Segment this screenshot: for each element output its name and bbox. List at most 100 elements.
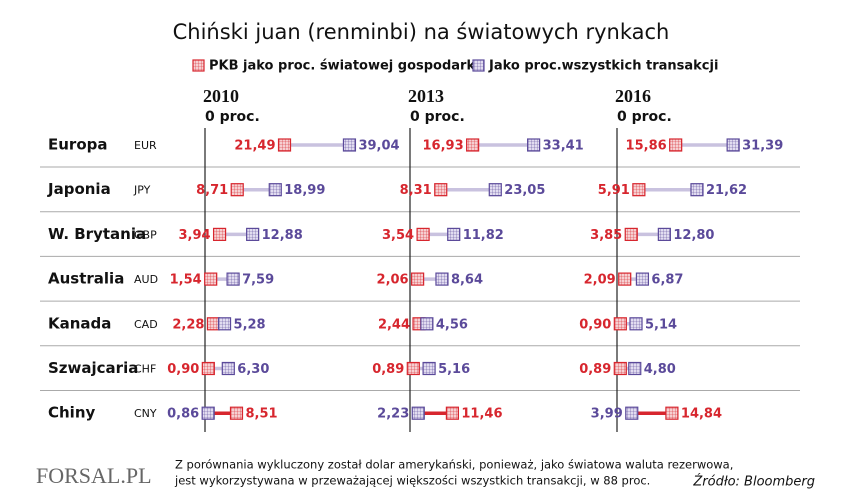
value-label: 3,94 [178,228,210,243]
legend-label: Jako proc.wszystkich transakcji [488,59,718,74]
marker [726,138,740,152]
value-label: 0,89 [372,362,404,377]
value-label: 5,14 [645,317,677,332]
value-label: 5,91 [598,183,630,198]
category-label: Szwajcaria [48,359,138,377]
value-label: 0,90 [167,362,199,377]
logo: FORSAL.PL [36,463,152,488]
marker [422,361,436,376]
marker [434,183,448,197]
marker [618,272,632,286]
value-label: 12,88 [262,228,303,243]
marker [488,183,502,197]
marker [466,138,480,152]
value-label: 0,90 [579,317,611,332]
chart-title: Chiński juan (renminbi) na światowych ry… [173,20,670,44]
marker [629,317,643,331]
marker [217,317,232,331]
value-label: 11,82 [463,228,504,243]
marker [204,272,218,286]
category-label: Kanada [48,314,111,332]
marker [277,138,292,152]
marker [342,138,357,152]
marker [229,406,244,420]
marker [416,227,430,241]
value-label: 8,31 [400,183,432,198]
marker [635,272,650,286]
marker [628,361,642,376]
marker [221,361,235,376]
value-label: 6,87 [651,273,683,288]
value-label: 3,99 [591,407,623,422]
value-label: 2,28 [172,317,204,332]
currency-code: CHF [134,363,156,376]
value-label: 2,09 [584,273,616,288]
legend-marker [472,59,485,72]
value-label: 16,93 [423,139,464,154]
value-label: 12,80 [673,228,714,243]
marker [212,227,227,241]
marker [632,183,646,197]
marker [447,227,461,241]
legend-marker [192,59,205,72]
value-label: 11,46 [461,407,502,422]
marker [268,183,282,197]
currency-code: CAD [134,318,158,331]
value-label: 39,04 [358,139,399,154]
currency-code: GBP [134,228,157,241]
value-label: 21,62 [706,183,747,198]
currency-code: JPY [133,184,151,197]
value-label: 0,89 [579,362,611,377]
value-label: 18,99 [284,183,325,198]
value-label: 8,51 [245,407,277,422]
marker [613,361,627,376]
marker [406,361,420,376]
category-label: Australia [48,270,124,288]
panel-year: 2016 [615,86,651,106]
category-label: Chiny [48,404,96,422]
value-label: 3,85 [590,228,622,243]
currency-code: EUR [134,139,157,152]
value-label: 3,54 [382,228,414,243]
marker [657,227,671,241]
marker [625,406,639,420]
marker [669,138,683,152]
marker [230,183,244,197]
marker [435,272,449,286]
value-label: 15,86 [626,139,667,154]
marker [226,272,240,286]
marker [527,138,541,152]
marker [201,361,215,376]
value-label: 14,84 [681,407,722,422]
value-label: 5,28 [234,317,266,332]
marker [445,406,460,420]
marker [613,317,627,331]
value-label: 4,80 [644,362,676,377]
category-label: Europa [48,136,108,154]
value-label: 0,86 [167,407,199,422]
panel-year: 2010 [203,86,239,106]
currency-code: AUD [134,273,158,286]
panel-year: 2013 [408,86,444,106]
value-label: 7,59 [242,273,274,288]
source: Źródło: Bloomberg [692,474,815,490]
value-label: 2,44 [378,317,410,332]
category-label: Japonia [47,180,111,198]
value-label: 4,56 [436,317,468,332]
value-label: 8,71 [196,183,228,198]
value-label: 8,64 [451,273,483,288]
marker [411,406,425,420]
marker [201,406,215,420]
x-tick-label: 0 proc. [617,109,672,125]
marker [206,317,221,331]
value-label: 31,39 [742,139,783,154]
marker [420,317,434,331]
value-label: 5,16 [438,362,470,377]
marker [690,183,704,197]
marker [246,227,260,241]
x-tick-label: 0 proc. [410,109,465,125]
value-label: 2,23 [377,407,409,422]
marker [665,406,679,420]
currency-code: CNY [134,407,157,420]
